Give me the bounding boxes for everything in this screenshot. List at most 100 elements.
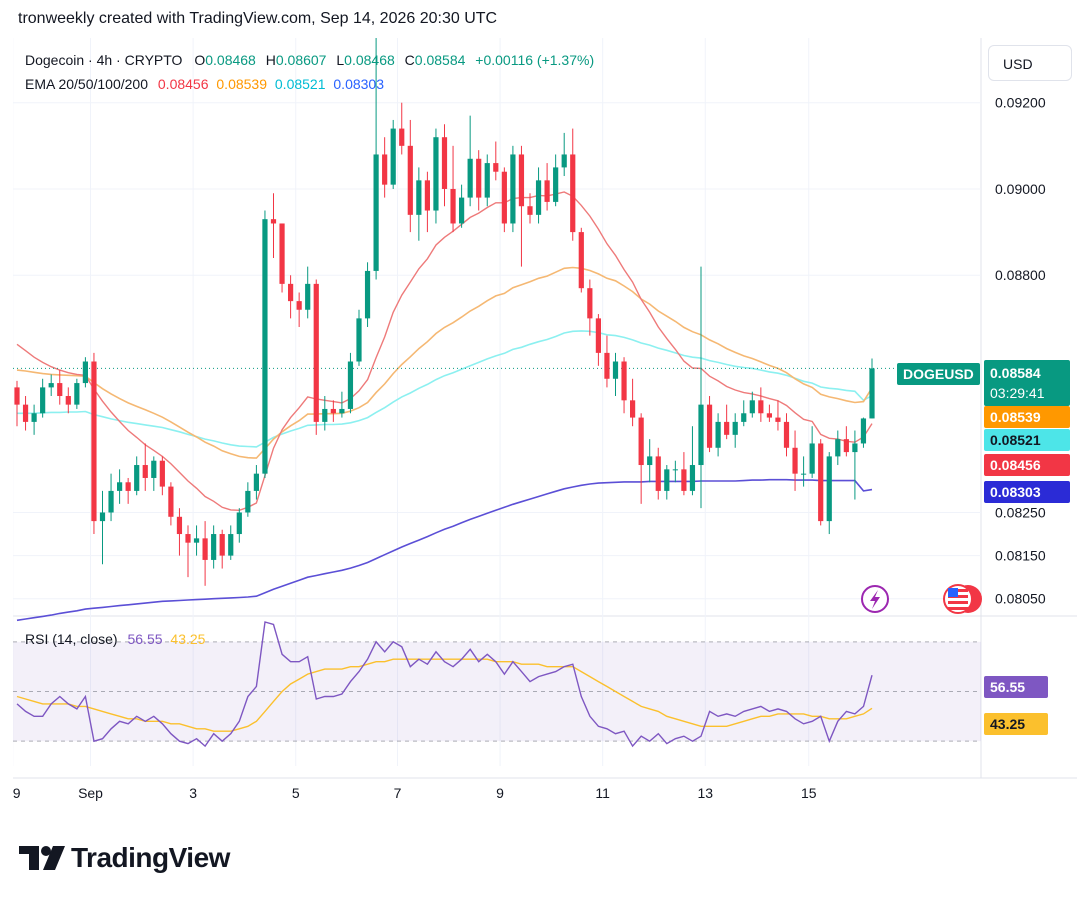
candle-body	[65, 396, 71, 405]
candle	[245, 482, 251, 517]
candle	[416, 167, 422, 241]
candle	[159, 456, 165, 496]
candle-body	[484, 163, 490, 198]
candle-body	[14, 387, 20, 405]
candle-body	[22, 404, 29, 422]
candle	[424, 171, 430, 233]
candle-body	[296, 301, 302, 310]
candle-body	[758, 400, 764, 414]
ema50-value: 0.08539	[216, 76, 267, 92]
candle-body	[510, 154, 516, 224]
candle	[681, 452, 687, 496]
candle-body	[801, 473, 807, 475]
candle	[698, 266, 704, 509]
candle	[792, 430, 798, 491]
close-label: C	[404, 52, 415, 68]
candle	[390, 119, 396, 189]
candle	[142, 443, 148, 491]
price-tick-label: 0.08050	[995, 591, 1046, 607]
chart-canvas[interactable]: 0.09200 0.09000 0.08800 0.08250 0.08150 0.080…	[13, 38, 1077, 818]
time-tick-label: Sep	[78, 785, 103, 801]
ema100-line	[17, 330, 873, 448]
candle	[364, 262, 371, 327]
candle	[108, 473, 114, 522]
candle	[356, 309, 362, 366]
candle-body	[681, 469, 687, 491]
candle	[595, 314, 601, 366]
candle-body	[176, 516, 183, 535]
candle	[14, 380, 20, 427]
candle	[843, 426, 849, 457]
ema20-tag: 0.08456	[984, 454, 1070, 476]
candle-body	[578, 232, 584, 289]
rsi-line	[16, 621, 873, 748]
candle	[185, 525, 191, 578]
price-tick-label: 0.08250	[995, 504, 1046, 520]
candle-body	[724, 421, 730, 435]
candle-body	[74, 383, 80, 405]
candle	[219, 529, 225, 569]
ema-label[interactable]: EMA 20/50/100/200	[25, 76, 148, 92]
candle-body	[595, 318, 601, 353]
ema100-value: 0.08521	[274, 76, 326, 92]
candle-body	[125, 482, 131, 491]
price-tick-label: 0.08150	[995, 548, 1046, 564]
chart-frame[interactable]: 0.09200 0.09000 0.08800 0.08250 0.08150 0.080…	[13, 38, 1077, 818]
candle	[706, 396, 713, 453]
candle	[484, 154, 490, 207]
candle	[835, 430, 841, 466]
candle	[493, 141, 499, 181]
candle-body	[364, 270, 371, 319]
time-tick-label: 9	[496, 785, 504, 801]
candle	[373, 38, 379, 280]
candle-body	[57, 383, 63, 397]
ema200-tag: 0.08303	[984, 481, 1070, 503]
high-label: H	[265, 52, 276, 68]
open-value: 0.08468	[205, 52, 256, 68]
candle-body	[322, 408, 328, 422]
candle-body	[330, 408, 336, 414]
candle-body	[159, 460, 165, 487]
candle-body	[493, 163, 499, 172]
candle	[339, 391, 345, 418]
candle-body	[382, 154, 388, 185]
time-axis[interactable]: 29 Sep 3 5 7 9 11 13 15	[13, 785, 817, 801]
candle-body	[433, 137, 439, 211]
candle	[441, 124, 448, 207]
symbol-label[interactable]: Dogecoin · 4h · CRYPTO	[25, 52, 183, 68]
candle	[82, 357, 88, 388]
candle	[228, 525, 234, 560]
candle-body	[134, 465, 140, 491]
candle-body	[655, 456, 661, 491]
candle-body	[715, 421, 721, 448]
candle	[117, 469, 123, 504]
time-tick-label: 29	[13, 785, 21, 801]
candle	[578, 227, 584, 293]
candle-body	[416, 180, 422, 215]
candle	[288, 275, 294, 319]
candle	[741, 400, 747, 427]
candle	[330, 400, 336, 422]
price-axis[interactable]: 0.09200 0.09000 0.08800 0.08250 0.08150 0.080…	[995, 95, 1046, 607]
tradingview-logo-icon	[19, 846, 65, 870]
candle-body	[852, 443, 858, 453]
time-tick-label: 11	[595, 785, 610, 801]
candle-body	[399, 128, 405, 146]
candle-body	[860, 418, 867, 444]
candle	[715, 413, 721, 457]
candle	[826, 452, 832, 535]
currency-button[interactable]: USD	[988, 45, 1072, 81]
tradingview-logo[interactable]: TradingView	[17, 840, 230, 876]
rsi-label[interactable]: RSI (14, close)	[25, 631, 118, 647]
candle	[587, 279, 593, 336]
candle-body	[775, 417, 781, 422]
rsi-legend: RSI (14, close) 56.55 43.25	[25, 631, 205, 647]
candle	[22, 396, 29, 431]
lightning-icon[interactable]	[861, 585, 889, 613]
candle	[553, 154, 559, 207]
time-tick-label: 15	[801, 785, 817, 801]
us-flag-icon[interactable]	[943, 584, 982, 614]
candle-body	[766, 413, 772, 418]
close-value: 0.08584	[414, 52, 466, 68]
candle	[527, 193, 533, 224]
